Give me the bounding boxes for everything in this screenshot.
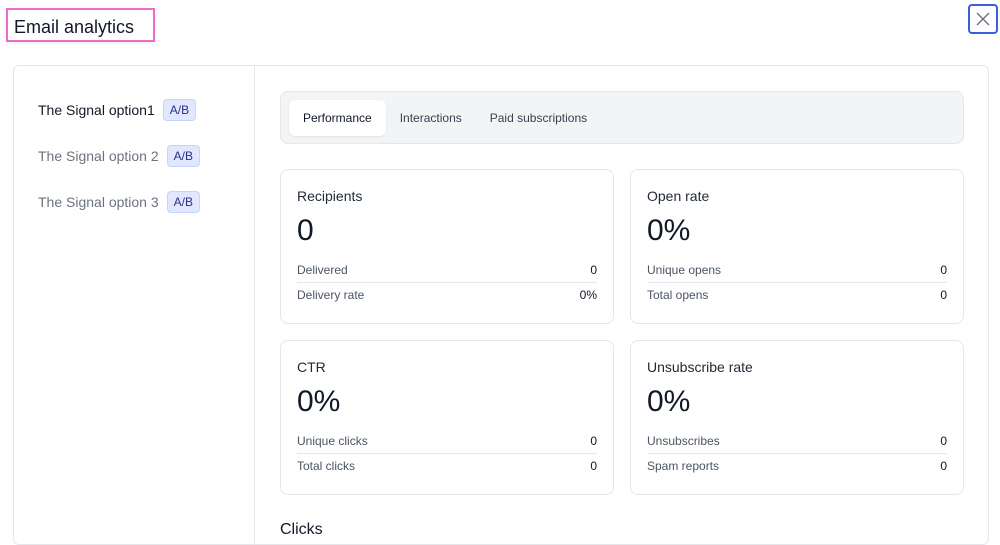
- stat-value: 0: [940, 288, 947, 302]
- card-title: Unsubscribe rate: [647, 359, 753, 375]
- stat-row: Delivered 0: [297, 258, 597, 283]
- stat-value: 0: [590, 459, 597, 473]
- clicks-heading: Clicks: [280, 521, 323, 538]
- option-label: The Signal option1: [38, 102, 155, 118]
- stat-row: Unique clicks 0: [297, 429, 597, 454]
- option-item-2[interactable]: The Signal option 2 A/B: [38, 145, 200, 167]
- tab-paid-subscriptions[interactable]: Paid subscriptions: [489, 110, 588, 125]
- tab-performance[interactable]: Performance: [289, 99, 386, 136]
- stat-label: Total clicks: [297, 459, 356, 473]
- unsubscribe-rate-card: Unsubscribe rate 0% Unsubscribes 0 Spam r…: [630, 340, 964, 495]
- tab-interactions[interactable]: Interactions: [399, 110, 462, 125]
- stat-value: 0: [940, 459, 947, 473]
- option-item-1[interactable]: The Signal option1 A/B: [38, 99, 197, 121]
- ab-badge: A/B: [162, 99, 197, 121]
- stat-label: Spam reports: [647, 459, 720, 473]
- stat-value: 0: [590, 434, 597, 448]
- stat-label: Unique opens: [647, 263, 722, 277]
- card-value: 0%: [647, 214, 691, 247]
- tab-bar: Performance Interactions Paid subscripti…: [280, 91, 964, 144]
- option-sidebar: The Signal option1 A/B The Signal option …: [14, 66, 255, 544]
- card-value: 0%: [297, 385, 341, 418]
- stat-label: Total opens: [647, 288, 709, 302]
- stat-row: Total clicks 0: [297, 454, 597, 479]
- ab-badge: A/B: [166, 145, 200, 167]
- card-value: 0: [297, 214, 314, 247]
- stat-value: 0: [590, 263, 597, 277]
- close-button[interactable]: [968, 4, 998, 34]
- stat-value: 0%: [579, 288, 597, 302]
- stat-value: 0: [940, 434, 947, 448]
- modal-title: Email analytics: [6, 8, 155, 42]
- ctr-card: CTR 0% Unique clicks 0 Total clicks 0: [280, 340, 614, 495]
- stat-label: Delivered: [297, 263, 348, 277]
- stat-row: Unique opens 0: [647, 258, 947, 283]
- card-title: CTR: [297, 359, 326, 375]
- ab-badge: A/B: [166, 191, 200, 213]
- open-rate-card: Open rate 0% Unique opens 0 Total opens 0: [630, 169, 964, 324]
- stat-label: Unsubscribes: [647, 434, 720, 448]
- analytics-panel: The Signal option1 A/B The Signal option …: [13, 65, 989, 545]
- card-value: 0%: [647, 385, 691, 418]
- stat-label: Unique clicks: [297, 434, 368, 448]
- stat-row: Spam reports 0: [647, 454, 947, 479]
- close-icon: [976, 12, 990, 26]
- card-title: Open rate: [647, 188, 710, 204]
- card-title: Recipients: [297, 188, 363, 204]
- recipients-card: Recipients 0 Delivered 0 Delivery rate 0%: [280, 169, 614, 324]
- stat-row: Delivery rate 0%: [297, 283, 597, 308]
- stat-label: Delivery rate: [297, 288, 365, 302]
- stat-row: Total opens 0: [647, 283, 947, 308]
- option-item-3[interactable]: The Signal option 3 A/B: [38, 191, 200, 213]
- option-label: The Signal option 3: [38, 194, 159, 210]
- stat-value: 0: [940, 263, 947, 277]
- stat-row: Unsubscribes 0: [647, 429, 947, 454]
- option-label: The Signal option 2: [38, 148, 159, 164]
